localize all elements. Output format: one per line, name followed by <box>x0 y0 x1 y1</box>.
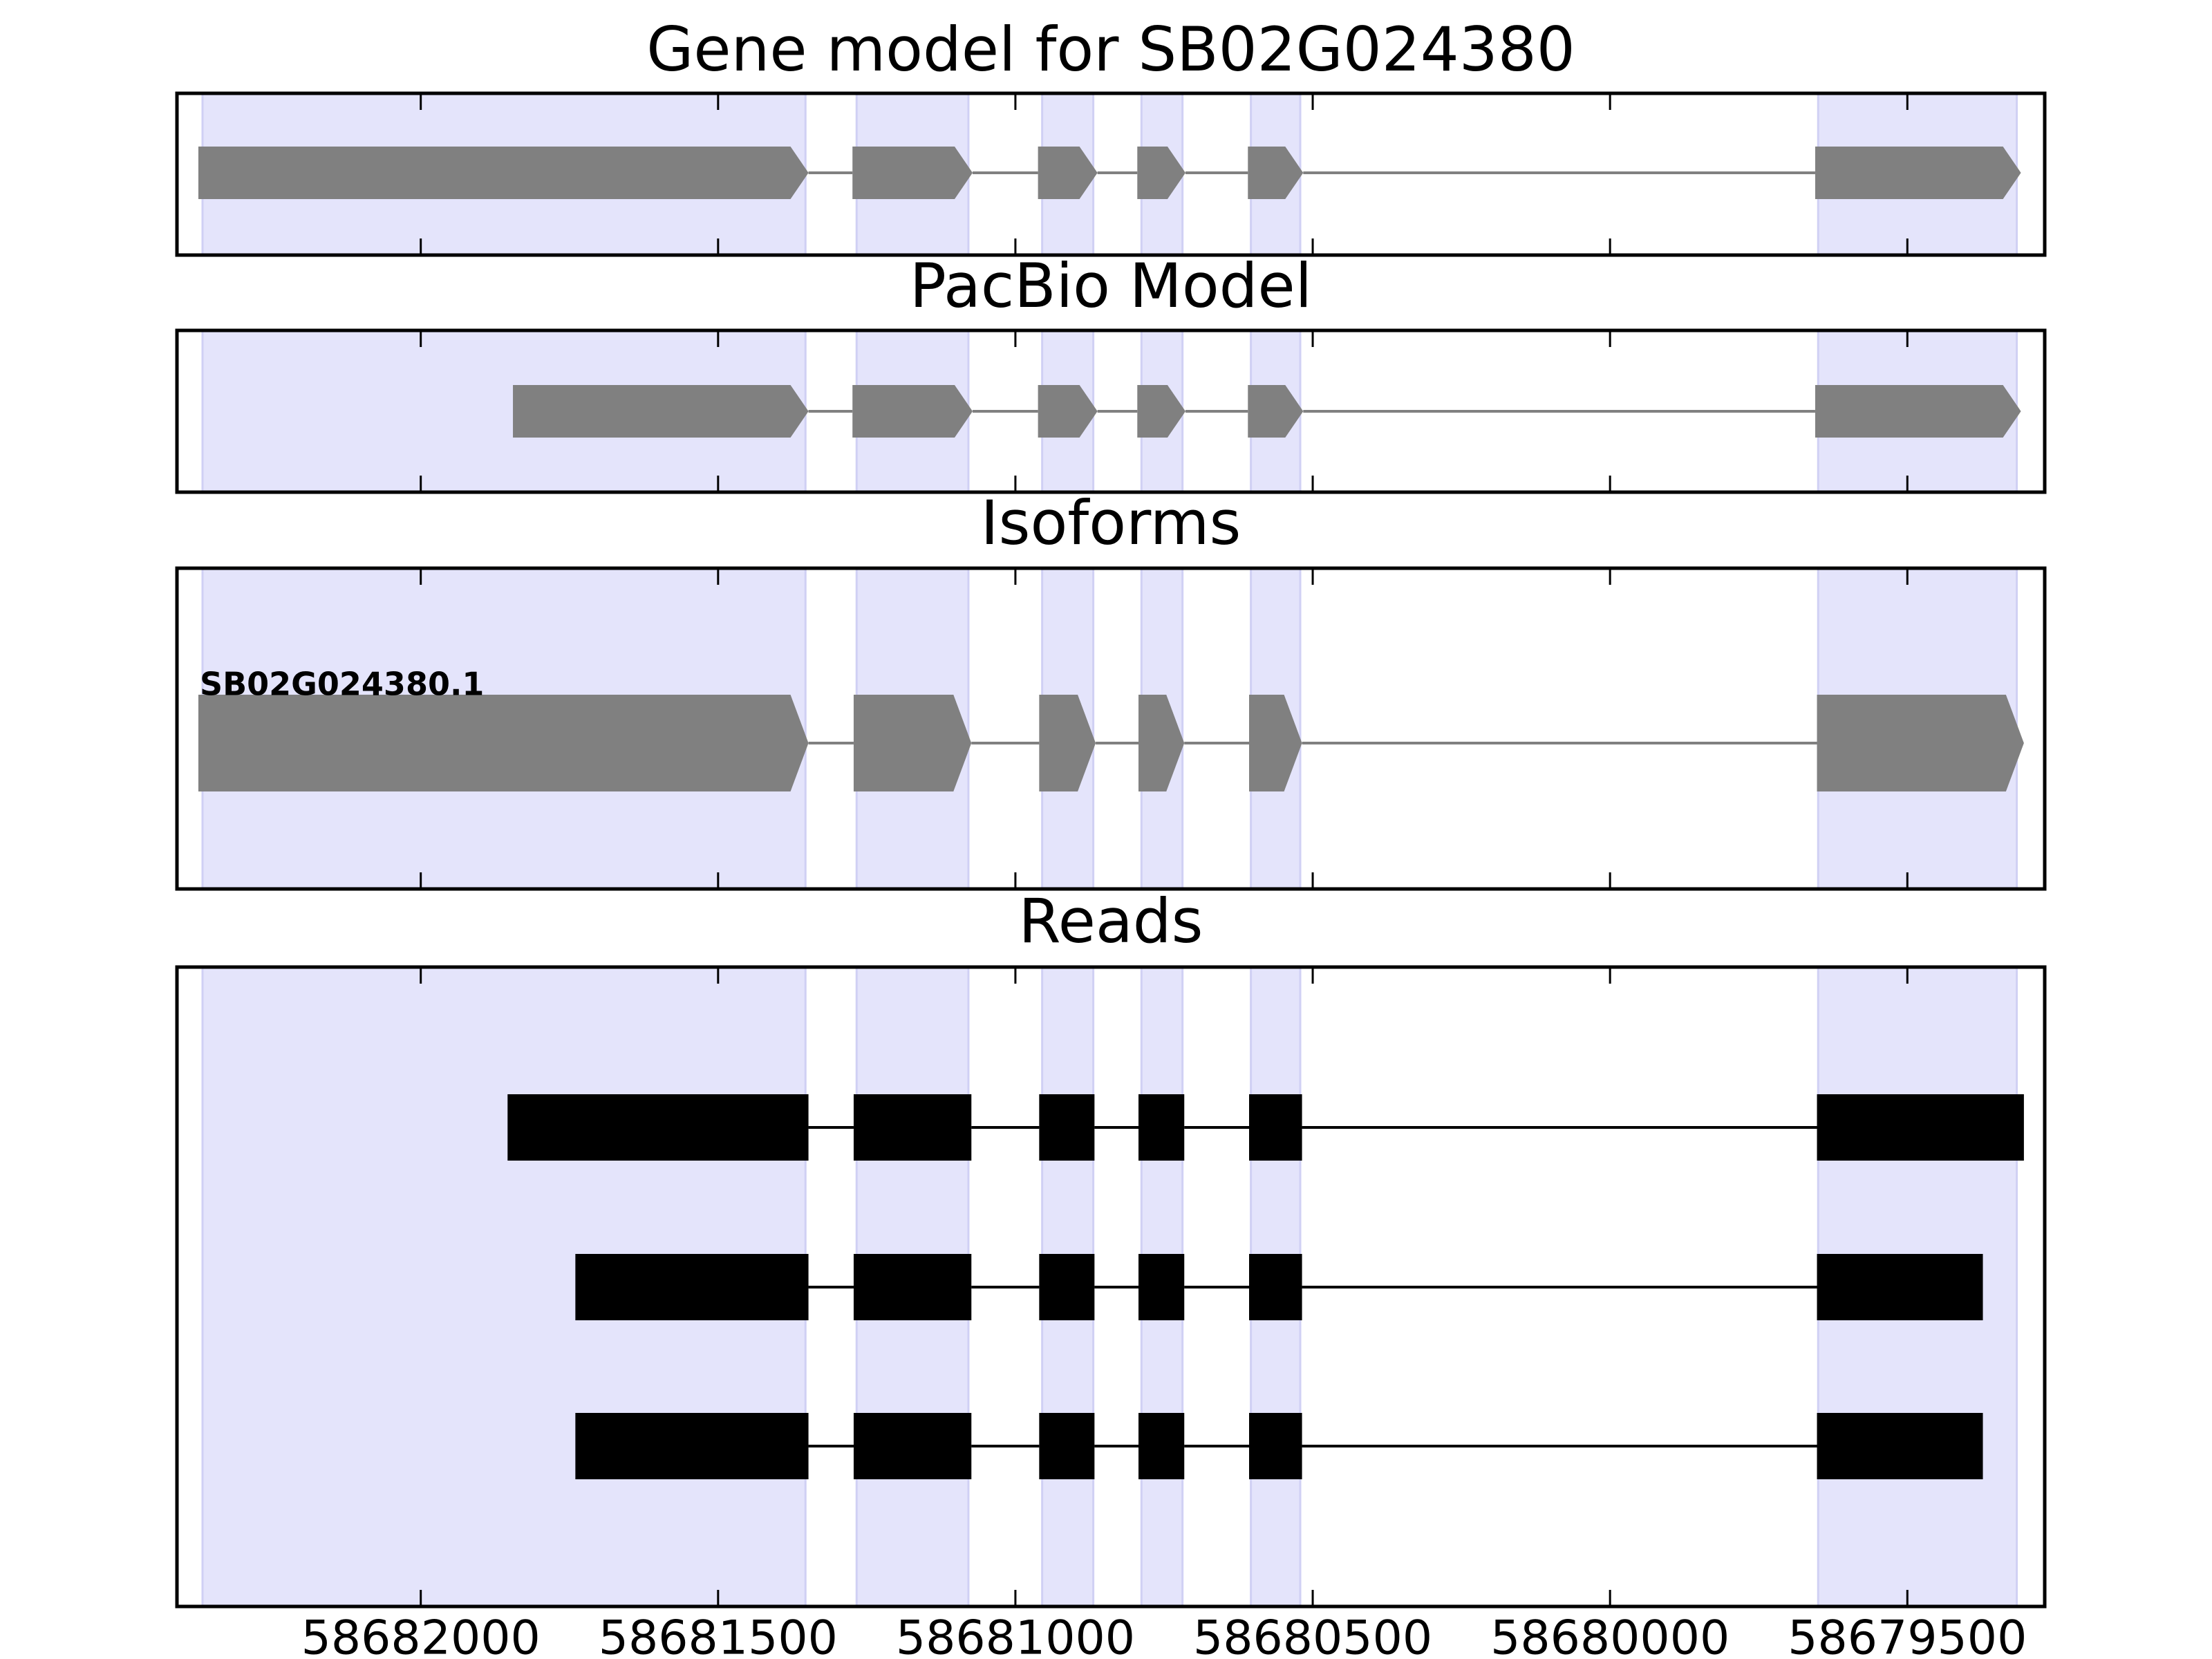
panel: Isoforms SB02G024380.1 <box>175 487 2047 891</box>
exon <box>1039 695 1096 791</box>
panel-frame <box>175 965 2047 1609</box>
read-block <box>1138 1254 1185 1320</box>
exon <box>1138 695 1185 791</box>
read-block <box>575 1413 809 1479</box>
read-block <box>853 1413 972 1479</box>
panel-title: Gene model for SB02G024380 <box>646 14 1575 85</box>
exon <box>1248 385 1304 438</box>
read-block <box>1138 1413 1185 1479</box>
exon <box>198 695 809 791</box>
exon <box>1137 385 1185 438</box>
panel-title: Isoforms <box>981 487 1241 559</box>
x-tick-label: 58682000 <box>301 1611 541 1659</box>
read-block <box>853 1094 972 1161</box>
panel-frame <box>175 566 2047 891</box>
read-block <box>1249 1413 1302 1479</box>
exon <box>853 695 972 791</box>
read-block <box>575 1254 809 1320</box>
read-block <box>1039 1413 1095 1479</box>
read-block <box>1249 1094 1302 1161</box>
exon <box>852 147 973 199</box>
exon <box>1815 147 2021 199</box>
x-tick-label: 58681500 <box>599 1611 838 1659</box>
panel-title: PacBio Model <box>910 250 1312 321</box>
panel-frame <box>175 91 2047 257</box>
exon <box>1137 147 1185 199</box>
read-block <box>1817 1254 1983 1320</box>
exon <box>513 385 809 438</box>
exon <box>1249 695 1302 791</box>
read-block <box>1039 1254 1095 1320</box>
read-block <box>1817 1094 2024 1161</box>
read-block <box>1039 1094 1095 1161</box>
x-tick-label: 58679500 <box>1788 1611 2027 1659</box>
read-block <box>853 1254 972 1320</box>
x-tick-label: 58681000 <box>896 1611 1135 1659</box>
read-block <box>507 1094 809 1161</box>
exon <box>852 385 973 438</box>
exon <box>1038 385 1098 438</box>
read-block <box>1138 1094 1185 1161</box>
read-block <box>1817 1413 1983 1479</box>
exon <box>1248 147 1304 199</box>
panel-title: Reads <box>1019 885 1203 957</box>
exon <box>198 147 809 199</box>
x-tick-label: 58680500 <box>1193 1611 1432 1659</box>
exon <box>1815 385 2021 438</box>
panel: PacBio Model <box>175 250 2047 494</box>
panel: Reads 58682000 58681500 58681000 58680500 586… <box>175 885 2047 1659</box>
exon <box>1038 147 1098 199</box>
x-tick-label: 58680000 <box>1490 1611 1730 1659</box>
isoform-label: SB02G024380.1 <box>200 666 484 703</box>
panel: Gene model for SB02G024380 <box>175 14 2047 257</box>
panel-frame <box>175 328 2047 494</box>
exon <box>1817 695 2024 791</box>
read-block <box>1249 1254 1302 1320</box>
